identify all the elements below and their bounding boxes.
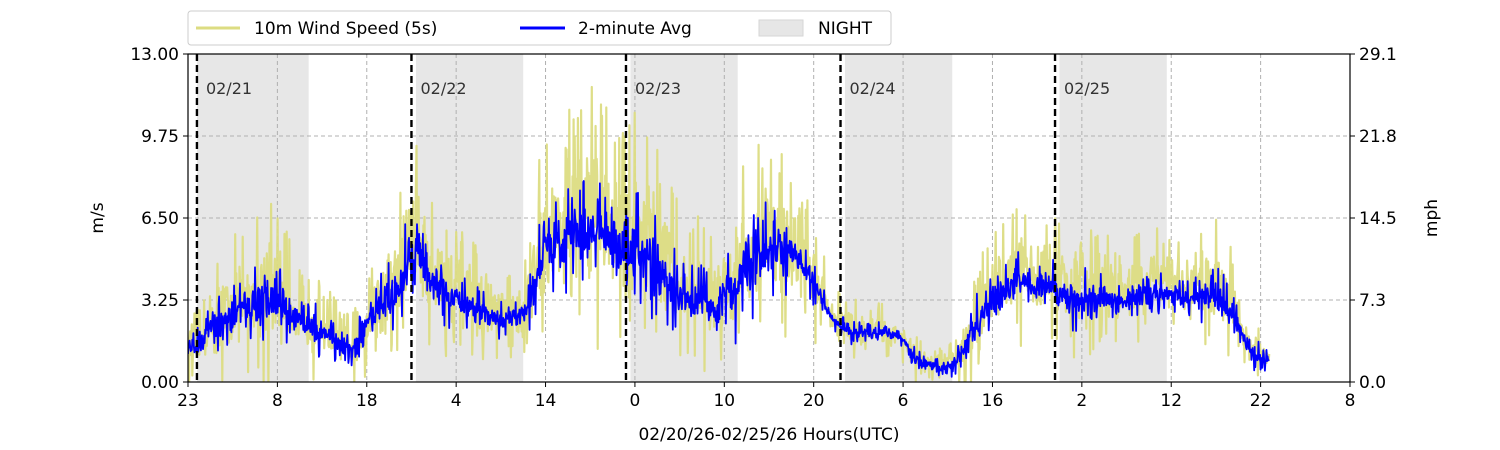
x-tick-label-5: 0: [630, 391, 641, 411]
x-tick-label-4: 14: [535, 391, 557, 411]
x-tick-label-10: 2: [1076, 391, 1087, 411]
x-tick-label-11: 12: [1160, 391, 1182, 411]
y-axis-label-left: m/s: [88, 202, 108, 233]
x-axis: 23 8 18 4 14 0 10 20 6 16 2 12 22 8: [177, 382, 1355, 411]
x-tick-label-6: 10: [713, 391, 735, 411]
x-tick-label-9: 16: [982, 391, 1004, 411]
y-right-tick-label-4: 29.1: [1359, 45, 1397, 65]
day-marker-label-2: 02/23: [635, 79, 681, 98]
day-marker-label-4: 02/25: [1064, 79, 1110, 98]
day-marker-label-0: 02/21: [206, 79, 252, 98]
series-layer: [188, 85, 1271, 382]
y-axis-left: 0.00 3.25 6.50 9.75 13.00: [130, 45, 188, 393]
y-right-tick-label-0: 0.0: [1359, 373, 1386, 393]
grid-lines: [188, 54, 1350, 382]
day-markers: 02/21 02/22 02/23 02/24 02/25: [195, 54, 1110, 382]
legend-label-wind-speed: 10m Wind Speed (5s): [254, 19, 437, 39]
y-right-tick-label-3: 21.8: [1359, 127, 1397, 147]
x-tick-label-8: 6: [898, 391, 909, 411]
y-left-tick-label-2: 6.50: [141, 209, 179, 229]
y-left-tick-label-3: 9.75: [141, 127, 179, 147]
y-left-tick-label-0: 0.00: [141, 373, 179, 393]
legend-swatch-night: [758, 19, 804, 37]
x-tick-label-3: 4: [451, 391, 462, 411]
legend-label-2min-avg: 2-minute Avg: [578, 19, 692, 39]
y-axis-right: 0.0 7.3 14.5 21.8 29.1: [1350, 45, 1397, 393]
y-right-tick-label-2: 14.5: [1359, 209, 1397, 229]
x-tick-label-1: 8: [272, 391, 283, 411]
y-right-tick-label-1: 7.3: [1359, 291, 1386, 311]
x-tick-label-2: 18: [356, 391, 378, 411]
x-tick-label-7: 20: [803, 391, 825, 411]
x-tick-label-12: 22: [1250, 391, 1272, 411]
day-marker-label-3: 02/24: [850, 79, 896, 98]
y-left-tick-label-1: 3.25: [141, 291, 179, 311]
x-axis-label: 02/20/26-02/25/26 Hours(UTC): [638, 425, 899, 445]
series-line-2min-avg: [188, 180, 1270, 378]
day-marker-label-1: 02/22: [420, 79, 466, 98]
y-left-tick-label-4: 13.00: [130, 45, 179, 65]
x-tick-label-13: 8: [1345, 391, 1356, 411]
y-axis-label-right: mph: [1422, 199, 1442, 237]
legend-label-night: NIGHT: [818, 19, 873, 39]
x-tick-label-0: 23: [177, 391, 199, 411]
legend: 10m Wind Speed (5s) 2-minute Avg NIGHT: [187, 10, 892, 46]
